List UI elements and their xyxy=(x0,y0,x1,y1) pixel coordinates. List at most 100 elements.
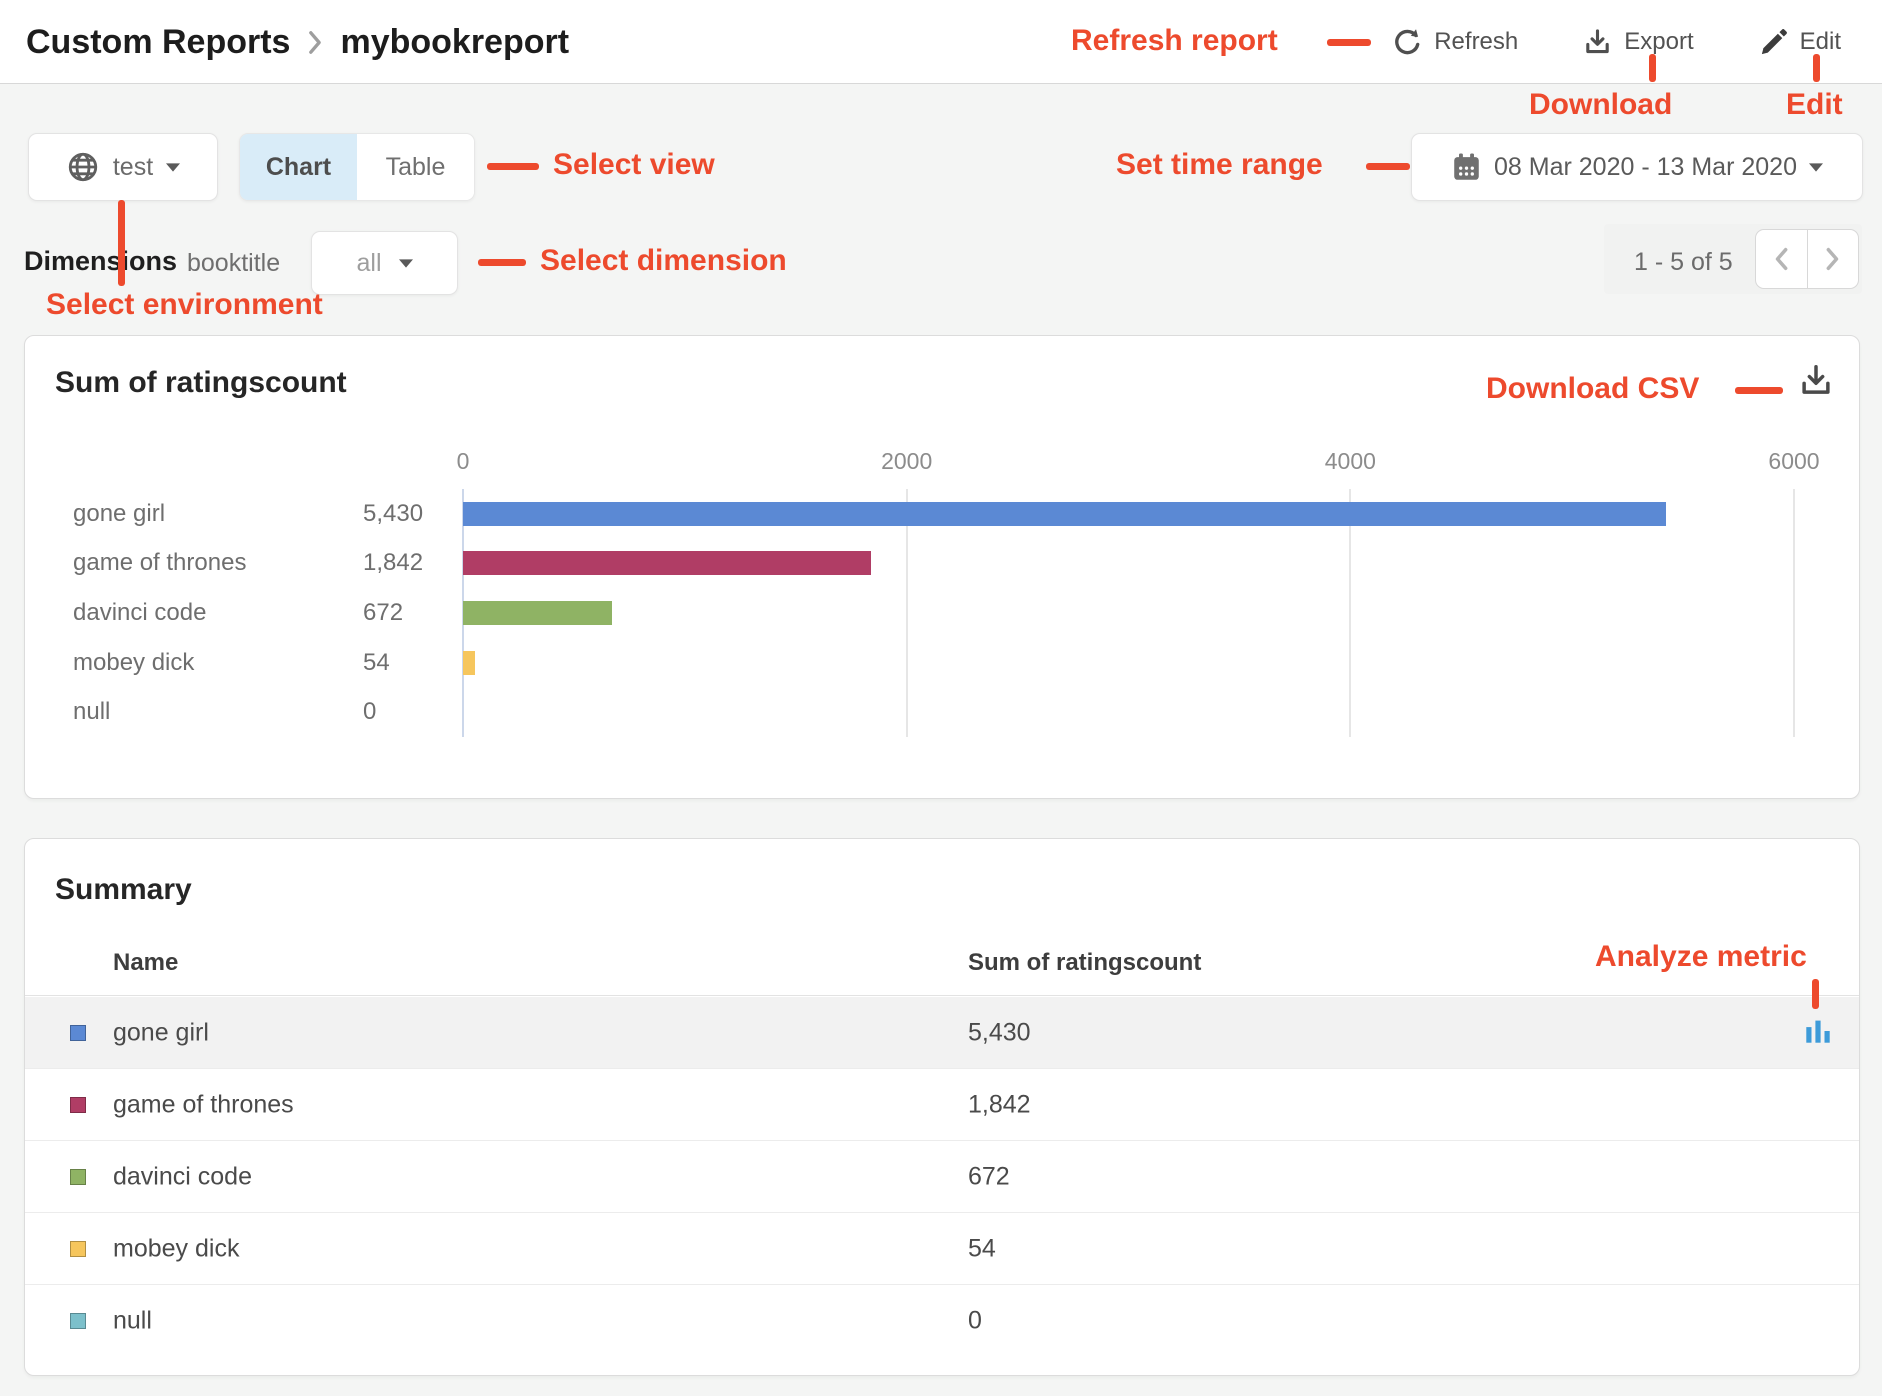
bar-value-label: 54 xyxy=(363,648,390,676)
bar-track xyxy=(463,600,1792,625)
bar-track xyxy=(463,501,1792,526)
analyze-metric-button[interactable] xyxy=(1803,1017,1833,1049)
table-row: mobey dick 54 xyxy=(25,1213,1859,1285)
chart-row: mobey dick 54 xyxy=(25,638,1859,688)
chart-title: Sum of ratingscount xyxy=(55,366,347,399)
bar-category-label: null xyxy=(73,698,111,726)
environment-value: test xyxy=(112,152,154,181)
pagination-range: 1 - 5 of 5 xyxy=(1634,248,1733,276)
chevron-right-icon xyxy=(1826,247,1838,271)
breadcrumb: Custom Reports mybookreport xyxy=(26,0,569,84)
bar-value-label: 672 xyxy=(363,598,404,626)
bar xyxy=(463,650,475,675)
export-label: Export xyxy=(1624,28,1694,55)
row-value: 672 xyxy=(968,1162,1010,1190)
x-tick-label: 0 xyxy=(456,448,470,474)
bar-chart-icon xyxy=(1806,1020,1830,1043)
chart-rows: gone girl 5,430 game of thrones 1,842 davinc… xyxy=(25,489,1859,737)
top-header: Custom Reports mybookreport Refresh Expo… xyxy=(0,0,1882,84)
table-row: game of thrones 1,842 xyxy=(25,1069,1859,1141)
bar-track xyxy=(463,551,1792,576)
annotation-dash xyxy=(478,259,526,266)
row-name: gone girl xyxy=(113,1018,209,1046)
legend-swatch xyxy=(70,1240,86,1257)
column-header-sum: Sum of ratingscount xyxy=(968,949,1202,976)
calendar-icon xyxy=(1454,153,1479,180)
next-page-button[interactable] xyxy=(1808,230,1859,288)
globe-icon xyxy=(68,152,98,182)
pagination-controls xyxy=(1755,229,1859,289)
x-axis: 0 2000 4000 6000 xyxy=(457,448,1820,476)
summary-card: Summary Name Sum of ratingscount gone gi… xyxy=(24,838,1860,1376)
x-tick-label: 2000 xyxy=(881,448,933,474)
legend-swatch xyxy=(70,1313,86,1329)
gridline xyxy=(1793,489,1795,737)
edit-label: Edit xyxy=(1799,28,1841,55)
annotation-line xyxy=(1812,979,1819,1009)
header-actions: Refresh Export Edit xyxy=(1392,0,1841,84)
refresh-button[interactable]: Refresh xyxy=(1392,27,1518,58)
bar-track xyxy=(463,700,1792,724)
annotation-line xyxy=(1813,54,1820,82)
refresh-icon xyxy=(1395,28,1420,54)
annotation-edit: Edit xyxy=(1786,88,1843,121)
bar-track xyxy=(463,650,1792,675)
annotation-select-view: Select view xyxy=(553,148,715,181)
annotation-download-csv: Download CSV xyxy=(1486,372,1700,405)
annotation-line xyxy=(118,200,125,286)
tab-chart[interactable]: Chart xyxy=(240,134,357,200)
gridline xyxy=(1349,489,1352,737)
date-range-picker[interactable]: 08 Mar 2020 - 13 Mar 2020 xyxy=(1411,133,1863,201)
annotation-analyze-metric: Analyze metric xyxy=(1595,940,1807,973)
annotation-dash xyxy=(1327,39,1371,46)
chevron-down-icon xyxy=(1808,162,1823,172)
summary-table-header: Name Sum of ratingscount xyxy=(25,939,1859,996)
chart-row: game of thrones 1,842 xyxy=(25,539,1859,589)
bar xyxy=(463,600,612,625)
row-name: mobey dick xyxy=(113,1234,240,1262)
tab-table[interactable]: Table xyxy=(357,134,474,200)
table-row: null 0 xyxy=(25,1285,1859,1357)
download-icon xyxy=(1802,365,1830,394)
annotation-download: Download xyxy=(1529,88,1673,121)
x-tick-label: 4000 xyxy=(1324,448,1376,474)
annotation-select-environment: Select environment xyxy=(46,288,323,321)
annotation-dash xyxy=(1366,163,1410,170)
row-name: game of thrones xyxy=(113,1090,294,1118)
annotation-select-dimension: Select dimension xyxy=(540,244,787,277)
row-value: 54 xyxy=(968,1234,996,1262)
column-header-name: Name xyxy=(113,949,179,976)
chart-row: gone girl 5,430 xyxy=(25,489,1859,539)
edit-button[interactable]: Edit xyxy=(1758,27,1841,58)
breadcrumb-mybookreport: mybookreport xyxy=(340,22,570,61)
dimension-filter-value: all xyxy=(356,248,382,277)
summary-table-body: gone girl 5,430 game of thrones 1,842 davin… xyxy=(25,997,1859,1357)
previous-page-button[interactable] xyxy=(1756,230,1808,288)
annotation-dash xyxy=(1735,387,1783,394)
annotation-line xyxy=(1649,54,1656,82)
view-toggle: Chart Table xyxy=(239,133,475,201)
dimensions-label: Dimensions xyxy=(24,246,178,276)
dimension-filter-select[interactable]: all xyxy=(311,231,458,295)
gridline xyxy=(905,489,908,737)
download-icon xyxy=(1586,28,1610,53)
pencil-icon xyxy=(1761,28,1787,54)
export-button[interactable]: Export xyxy=(1582,27,1694,58)
chart-card: Sum of ratingscount 0 2000 4000 6000 gone g… xyxy=(24,335,1860,799)
bar-value-label: 1,842 xyxy=(363,549,424,577)
annotation-refresh-report: Refresh report xyxy=(1071,24,1278,57)
bar-value-label: 0 xyxy=(363,698,377,726)
bar-category-label: gone girl xyxy=(73,499,166,527)
bar-category-label: mobey dick xyxy=(73,648,195,676)
annotation-dash xyxy=(487,163,539,170)
environment-select[interactable]: test xyxy=(28,133,218,201)
row-name: null xyxy=(113,1306,152,1335)
table-row: davinci code 672 xyxy=(25,1141,1859,1213)
row-value: 1,842 xyxy=(968,1090,1031,1118)
row-value: 0 xyxy=(968,1306,982,1335)
download-csv-button[interactable] xyxy=(1797,362,1835,403)
breadcrumb-custom-reports[interactable]: Custom Reports xyxy=(26,22,291,61)
x-tick-label: 6000 xyxy=(1768,448,1820,474)
legend-swatch xyxy=(70,1024,86,1041)
